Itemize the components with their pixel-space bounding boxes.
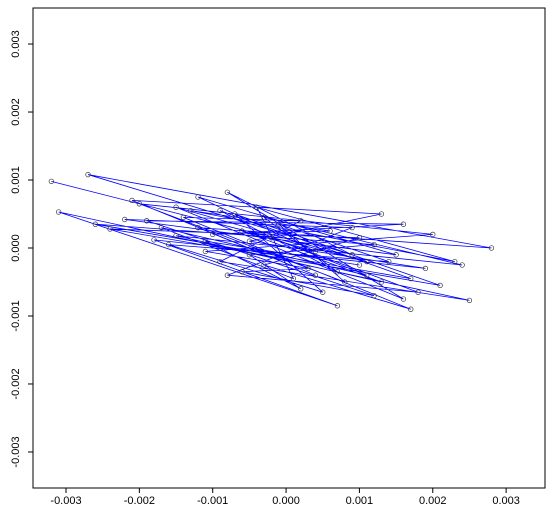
point <box>246 238 253 244</box>
point <box>180 214 187 221</box>
point <box>144 218 150 224</box>
point <box>48 178 54 185</box>
point <box>334 303 341 309</box>
point <box>173 204 179 210</box>
point <box>364 258 370 265</box>
point <box>349 252 355 258</box>
point <box>158 224 165 231</box>
point <box>261 214 267 221</box>
point <box>320 289 326 295</box>
point <box>298 286 304 292</box>
point <box>371 292 377 299</box>
point <box>217 258 223 265</box>
y-tick-label: -0.003 <box>10 436 22 467</box>
point <box>327 228 333 234</box>
point <box>56 209 62 215</box>
series-line <box>51 174 492 310</box>
point <box>356 262 363 268</box>
x-tick-label: 0.003 <box>492 495 520 507</box>
point <box>400 296 407 302</box>
point <box>210 231 216 238</box>
point <box>195 224 201 231</box>
point <box>305 265 311 272</box>
point <box>224 189 231 195</box>
point <box>239 269 245 275</box>
y-tick-label: 0.000 <box>10 234 22 262</box>
point <box>386 258 392 265</box>
point <box>408 306 414 312</box>
point <box>400 221 407 227</box>
point <box>239 228 245 234</box>
y-tick-label: -0.002 <box>10 368 22 399</box>
point <box>422 265 429 272</box>
point <box>261 262 267 268</box>
point <box>378 279 385 285</box>
point <box>268 235 275 241</box>
point <box>312 272 319 278</box>
point <box>129 197 135 204</box>
x-tick-label: -0.003 <box>50 495 81 507</box>
y-tick-label: 0.002 <box>10 98 22 126</box>
point <box>136 201 143 207</box>
x-tick-label: -0.002 <box>124 495 155 507</box>
point <box>217 207 223 214</box>
point <box>224 272 231 278</box>
point <box>371 241 377 248</box>
point <box>459 262 465 268</box>
point <box>349 224 355 231</box>
point <box>415 289 421 295</box>
x-tick-label: 0.002 <box>419 495 447 507</box>
point <box>430 231 436 238</box>
point <box>393 252 399 258</box>
point <box>254 204 260 210</box>
point <box>173 233 179 239</box>
point <box>202 248 209 255</box>
point <box>85 171 91 178</box>
x-tick-label: -0.001 <box>197 495 228 507</box>
point <box>298 218 304 224</box>
point <box>408 275 414 282</box>
point <box>202 238 209 244</box>
point <box>188 207 194 214</box>
point <box>232 211 238 217</box>
point <box>452 258 458 265</box>
point <box>92 221 98 227</box>
point <box>195 194 201 200</box>
point <box>151 237 157 243</box>
point <box>437 282 443 289</box>
point <box>166 241 172 248</box>
x-tick-label: 0.001 <box>346 495 374 507</box>
point <box>466 297 473 304</box>
point <box>364 272 370 278</box>
y-tick-label: 0.003 <box>10 30 22 58</box>
point <box>246 252 253 258</box>
point <box>342 279 348 285</box>
point <box>312 248 319 255</box>
point <box>334 269 341 275</box>
point <box>122 216 128 223</box>
point <box>378 211 385 217</box>
x-tick-label: 0.000 <box>272 495 300 507</box>
y-tick-label: 0.001 <box>10 166 22 194</box>
point <box>488 245 495 251</box>
point <box>107 226 113 232</box>
point <box>356 235 363 241</box>
point <box>290 275 297 282</box>
point <box>276 221 282 227</box>
y-tick-label: -0.001 <box>10 300 22 331</box>
